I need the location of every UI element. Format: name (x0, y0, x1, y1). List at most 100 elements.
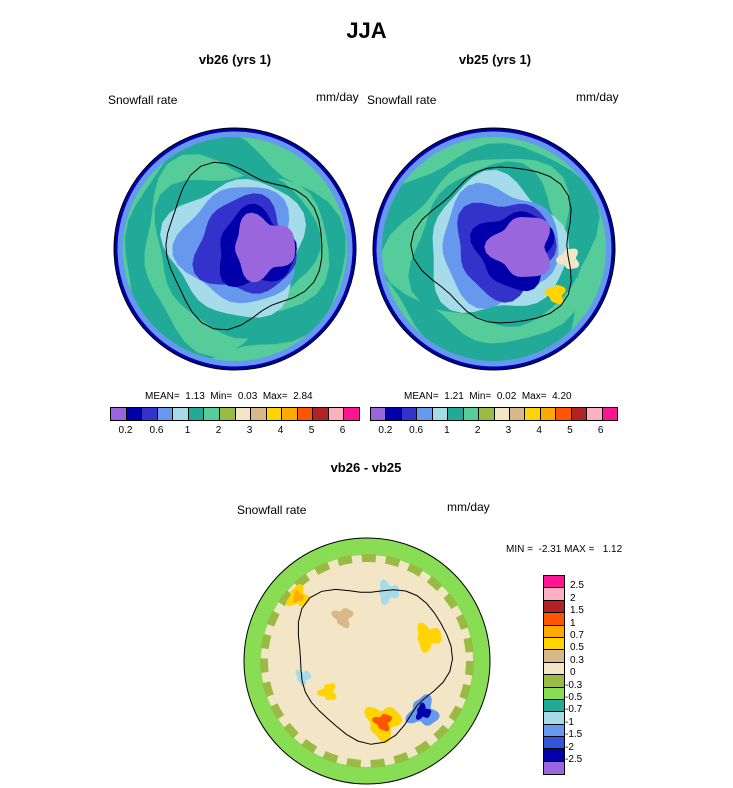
colorbar-swatch (544, 749, 564, 762)
colorbar-swatch (386, 408, 402, 420)
colorbar-swatch (544, 613, 564, 626)
colorbar-swatch (544, 576, 564, 589)
colorbar-swatch (328, 408, 345, 420)
colorbar-swatch (173, 408, 189, 420)
colorbar-swatch (401, 408, 418, 420)
colorbar-tick-label: 0.7 (570, 630, 584, 641)
colorbar-swatch (544, 712, 564, 725)
colorbar-tick-label: 4 (277, 425, 284, 436)
colorbar-tick-label: 6 (597, 425, 604, 436)
colorbar-tick-label: -2.5 (565, 754, 583, 765)
contour-region (244, 538, 490, 784)
colorbar-tick-label: 3 (246, 425, 253, 436)
contour-region (317, 683, 337, 701)
colorbar-tick-label: -0.5 (565, 692, 583, 703)
contour-region (331, 608, 354, 629)
colorbar-tick-label: 1.5 (570, 605, 584, 617)
panel1-map (113, 127, 357, 371)
coastline (410, 166, 572, 324)
colorbar-swatch (494, 408, 510, 420)
colorbar-swatch (157, 408, 174, 420)
colorbar-tick-label: 3 (505, 425, 512, 436)
colorbar-tick-label: 0.2 (118, 425, 133, 436)
colorbar-tick-label: 0.5 (570, 642, 584, 654)
colorbar-swatch (111, 408, 127, 420)
contour-region (556, 248, 580, 270)
colorbar-tick-label: 2.5 (570, 580, 584, 592)
colorbar-tick-label: 4 (536, 425, 542, 436)
panel1-stats: MEAN= 1.13 Min= 0.03 Max= 2.84 (145, 391, 313, 402)
colorbar-swatch (544, 699, 564, 713)
colorbar-tick-label: -1.5 (565, 729, 583, 741)
panel2-map (372, 127, 616, 371)
colorbar-tick-label: 1 (444, 425, 450, 436)
panel2-colorbar (370, 407, 618, 421)
panel3-colorbar (543, 575, 565, 776)
colorbar-tick-label: -2 (565, 741, 574, 753)
contour-region (417, 622, 442, 653)
colorbar-swatch (544, 625, 564, 638)
contour-region (295, 669, 312, 687)
colorbar-tick-label: 1 (184, 425, 191, 436)
colorbar-swatch (544, 662, 564, 676)
coastline (165, 161, 323, 331)
panel2-title: vb25 (yrs 1) (458, 52, 532, 67)
panel3-variable-label: Snowfall rate (237, 503, 307, 517)
contour-region (114, 128, 356, 370)
colorbar-tick-label: 5 (567, 425, 573, 436)
panel1-colorbar (110, 407, 360, 421)
colorbar-swatch (235, 408, 252, 420)
figure-title: JJA (346, 18, 387, 43)
colorbar-swatch (188, 408, 205, 420)
contour-region (114, 128, 356, 370)
colorbar-swatch (544, 675, 564, 688)
colorbar-swatch (313, 408, 329, 420)
colorbar-swatch (544, 724, 564, 738)
colorbar-tick-label: -0.3 (565, 679, 583, 691)
contour-region (372, 713, 392, 732)
map-border (113, 127, 357, 371)
colorbar-tick-label: -0.7 (565, 704, 583, 716)
contour-region (293, 590, 304, 603)
panel1-title: vb26 (yrs 1) (198, 52, 272, 67)
colorbar-swatch (544, 650, 564, 663)
contour-region (415, 702, 432, 720)
colorbar-swatch (251, 408, 267, 420)
map-border (372, 127, 616, 371)
colorbar-swatch (204, 408, 220, 420)
colorbar-swatch (602, 408, 617, 420)
colorbar-swatch (525, 408, 541, 420)
colorbar-tick-label: 2 (215, 425, 222, 436)
colorbar-swatch (544, 687, 564, 700)
colorbar-swatch (344, 408, 359, 420)
colorbar-swatch (126, 408, 143, 420)
colorbar-tick-label: 2 (570, 592, 576, 604)
colorbar-swatch (544, 637, 564, 651)
colorbar-swatch (587, 408, 603, 420)
colorbar-tick-label: 0.2 (378, 425, 393, 436)
panel1-units-label: mm/day (316, 90, 359, 104)
panel3-map (243, 537, 491, 785)
panel1-variable-label: Snowfall rate (108, 93, 178, 107)
colorbar-tick-label: 0.6 (409, 425, 424, 436)
map-border (243, 537, 491, 785)
colorbar-tick-label: 5 (308, 425, 315, 436)
panel3-title: vb26 - vb25 (330, 460, 402, 475)
colorbar-tick-label: 0.3 (570, 654, 584, 666)
coastline (297, 588, 454, 745)
colorbar-swatch (266, 408, 283, 420)
colorbar-swatch (282, 408, 298, 420)
panel3-units-label: mm/day (447, 500, 490, 514)
contour-region (235, 212, 296, 283)
colorbar-tick-label: 2 (474, 425, 481, 436)
panel1-colorbar-ticks: 0.2 0.6 1 2 3 4 5 6 (110, 425, 358, 439)
contour-region (379, 579, 400, 605)
colorbar-swatch (142, 408, 158, 420)
colorbar-swatch (417, 408, 433, 420)
colorbar-swatch (297, 408, 314, 420)
contour-region (484, 217, 550, 277)
colorbar-swatch (448, 408, 464, 420)
colorbar-swatch (432, 408, 449, 420)
colorbar-swatch (556, 408, 572, 420)
colorbar-tick-label: 0 (570, 667, 576, 679)
